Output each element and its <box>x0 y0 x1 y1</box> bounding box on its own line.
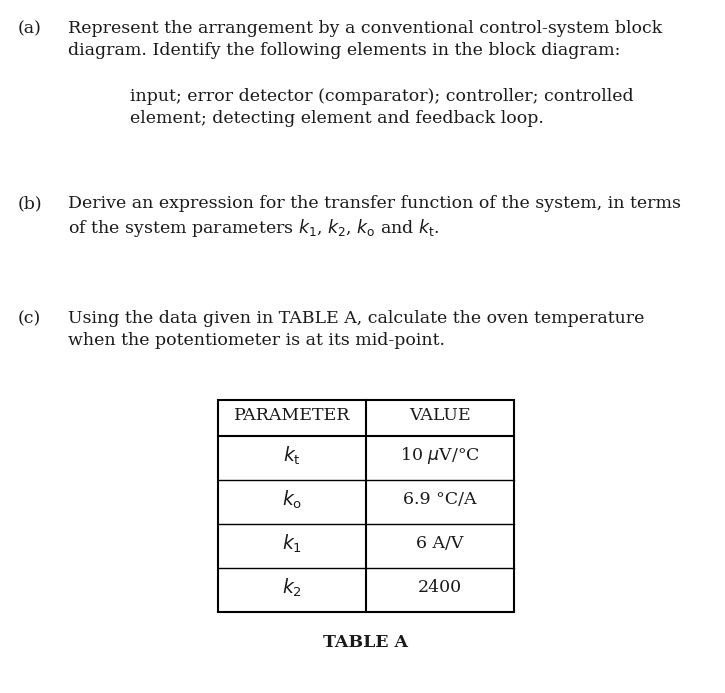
Text: element; detecting element and feedback loop.: element; detecting element and feedback … <box>130 110 544 127</box>
Text: of the system parameters $k_1$, $k_2$, $k_\mathrm{o}$ and $k_\mathrm{t}$.: of the system parameters $k_1$, $k_2$, $… <box>68 217 440 239</box>
Text: Using the data given in TABLE A, calculate the oven temperature: Using the data given in TABLE A, calcula… <box>68 310 645 327</box>
Text: diagram. Identify the following elements in the block diagram:: diagram. Identify the following elements… <box>68 42 621 59</box>
Text: input; error detector (comparator); controller; controlled: input; error detector (comparator); cont… <box>130 88 634 105</box>
Text: VALUE: VALUE <box>409 407 471 425</box>
Text: (b): (b) <box>18 195 43 212</box>
Text: $k_2$: $k_2$ <box>282 577 302 599</box>
Text: 6 A/V: 6 A/V <box>416 536 464 552</box>
Text: 2400: 2400 <box>418 579 462 597</box>
Bar <box>218 400 514 612</box>
Text: $k_\mathrm{t}$: $k_\mathrm{t}$ <box>283 445 301 467</box>
Text: $k_\mathrm{o}$: $k_\mathrm{o}$ <box>282 489 302 511</box>
Text: (c): (c) <box>18 310 41 327</box>
Text: Derive an expression for the transfer function of the system, in terms: Derive an expression for the transfer fu… <box>68 195 681 212</box>
Text: 10 $\mu$V/°C: 10 $\mu$V/°C <box>400 446 480 466</box>
Text: $k_1$: $k_1$ <box>282 533 302 555</box>
Text: PARAMETER: PARAMETER <box>233 407 350 425</box>
Text: 6.9 °C/A: 6.9 °C/A <box>403 491 477 509</box>
Text: Represent the arrangement by a conventional control-system block: Represent the arrangement by a conventio… <box>68 20 662 37</box>
Text: TABLE A: TABLE A <box>323 634 408 651</box>
Text: when the potentiometer is at its mid-point.: when the potentiometer is at its mid-poi… <box>68 332 445 349</box>
Text: (a): (a) <box>18 20 42 37</box>
